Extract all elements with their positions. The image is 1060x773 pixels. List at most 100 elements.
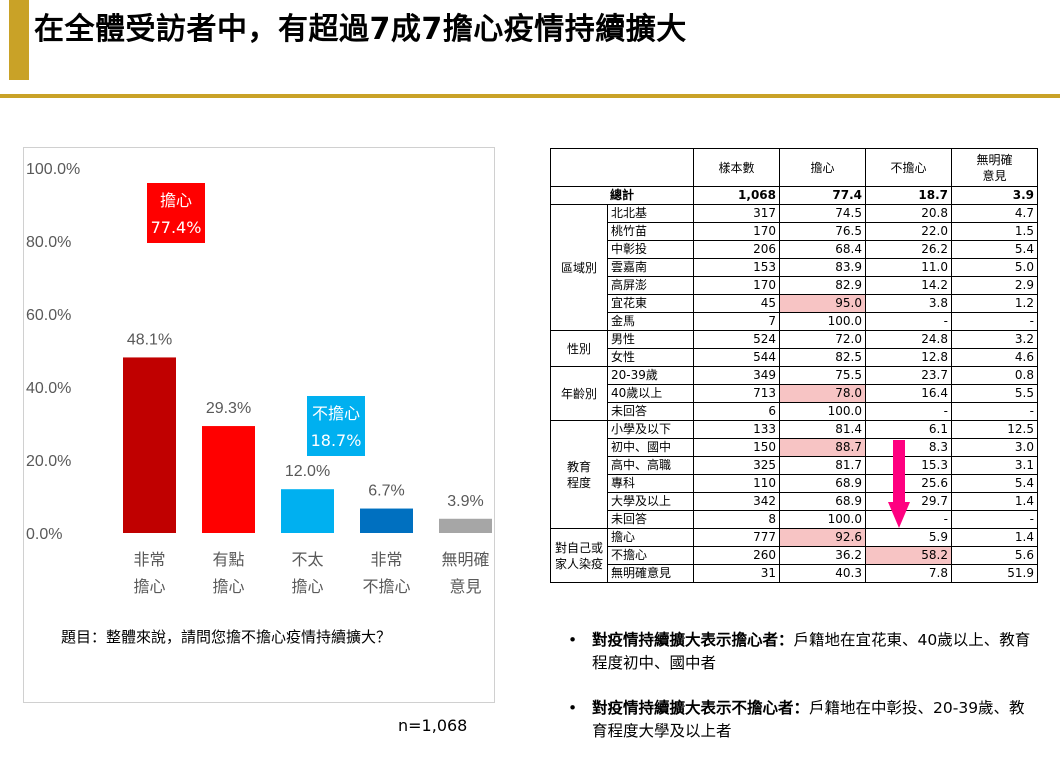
table-cell: 76.5 [779,222,866,241]
note-not-worry: • 對疫情持續擴大表示不擔心者：戶籍地在中彰投、20-39歲、教育程度大學及以上… [568,697,1038,743]
table-cell-label: 專科 [607,474,694,493]
table-cell: 18.7 [865,186,952,205]
table-cell: - [951,312,1038,331]
table-cell-label: 擔心 [607,528,694,547]
bar-value-label: 48.1% [127,331,172,348]
table-row: 未回答 6 100.0- - [551,402,1038,421]
table-cell: 81.4 [779,420,866,439]
table-cell: 544 [693,348,780,367]
table-row: 未回答 8 100.0- - [551,510,1038,529]
table-cell: 82.9 [779,276,866,295]
table-row: 無明確意見 31 40.3 7.8 51.9 [551,564,1038,583]
y-tick-label: 60.0% [26,307,71,324]
table-cell: 5.9 [865,528,952,547]
table-cell: - [951,510,1038,529]
table-cell: 100.0 [779,510,866,529]
y-tick-label: 40.0% [26,380,71,397]
table-cell: 26.2 [865,240,952,259]
table-cell: 2.9 [951,276,1038,295]
table-cell: 40.3 [779,564,866,583]
table-cell: 6 [693,402,780,421]
table-row: 區域別 北北基 317 74.5 20.8 4.7 [550,204,1038,331]
table-cell: 150 [693,438,780,457]
table-cell: 133 [693,420,780,439]
bar [281,489,334,533]
bar [123,357,176,533]
table-cell: 8 [693,510,780,529]
table-cell-label: 未回答 [607,402,694,421]
table-cell: 5.5 [951,384,1038,403]
table-cell: 5.6 [951,546,1038,565]
table-cell: 20.8 [865,204,952,223]
table-cell: 58.2 [865,546,952,565]
table-cell: 342 [693,492,780,511]
table-cell: 317 [693,204,780,223]
table-cell: 260 [693,546,780,565]
table-cell-label: 男性 [607,330,694,349]
table-cell: 88.7 [779,438,866,457]
x-tick-label: 不太 [291,550,323,569]
table-cell: 16.4 [865,384,952,403]
bar [360,508,413,533]
bar [202,426,255,533]
table-row: 初中、國中 150 88.7 8.3 3.0 [551,438,1038,457]
x-tick-label: 有點 [212,550,244,569]
table-cell: 68.4 [779,240,866,259]
table-cell: 5.0 [951,258,1038,277]
table-row: 宜花東 45 95.0 3.8 1.2 [551,294,1038,313]
note-heading: 對疫情持續擴大表示擔心者： [592,631,794,649]
table-cell: 3.2 [951,330,1038,349]
table-cell: 72.0 [779,330,866,349]
table-cell: 95.0 [779,294,866,313]
table-row-total: 總計 1,068 77.4 18.7 3.9 [550,186,1038,205]
table-cell: 36.2 [779,546,866,565]
table-cell: 3.1 [951,456,1038,475]
table-group-label: 性別 [550,330,608,367]
table-cell: 29.7 [865,492,952,511]
bullet: • [568,699,578,717]
x-tick-label: 非常 [133,550,165,569]
table-cell-label: 小學及以下 [607,420,694,439]
table-cell: 777 [693,528,780,547]
x-tick-label: 意見 [449,577,481,596]
table-header-cell: 不擔心 [865,148,952,187]
callout-label: 不擔心 [312,404,360,423]
table-cell-label: 女性 [607,348,694,367]
table-row: 性別 男性 524 72.0 24.8 3.2 [550,330,1038,367]
bar [439,518,492,533]
bar-value-label: 6.7% [368,483,404,500]
table-cell: 74.5 [779,204,866,223]
table-cell: - [865,312,952,331]
table-cell: 206 [693,240,780,259]
x-tick-label: 非常 [370,550,402,569]
table-cell-label: 雲嘉南 [607,258,694,277]
table-cell: 51.9 [951,564,1038,583]
crosstab-table: 樣本數 擔心 不擔心 無明確 意見 總計 1,068 77.4 18.7 3.9 區域別 北北… [550,148,1038,583]
x-tick-label: 擔心 [133,577,165,596]
table-cell: 68.9 [779,492,866,511]
table-group-label: 區域別 [550,204,608,331]
table-cell: 153 [693,258,780,277]
callout-value: 77.4% [151,218,202,237]
table-cell: 45 [693,294,780,313]
bar-value-label: 3.9% [447,493,483,510]
callout-box [307,396,365,456]
table-cell-label: 桃竹苗 [607,222,694,241]
bar-value-label: 12.0% [285,463,330,480]
table-cell: 4.7 [951,204,1038,223]
y-tick-label: 80.0% [26,234,71,251]
table-row: 金馬 7 100.0- - [551,312,1038,331]
page-title: 在全體受訪者中，有超過7成7擔心疫情持續擴大 [34,12,687,47]
table-cell: 6.1 [865,420,952,439]
table-cell: 3.9 [951,186,1038,205]
table-header-blank [550,148,694,187]
x-tick-label: 不擔心 [362,577,410,596]
x-tick-label: 無明確 [441,550,489,569]
table-cell-label: 總計 [550,186,694,205]
y-tick-label: 20.0% [26,453,71,470]
table-cell-label: 金馬 [607,312,694,331]
table-cell: - [951,402,1038,421]
sample-size: n=1,068 [398,716,468,735]
table-group-label: 年齡別 [550,366,608,421]
table-row: 教育 程度 小學及以下 133 81.4 6.1 12.5 [550,420,1038,529]
